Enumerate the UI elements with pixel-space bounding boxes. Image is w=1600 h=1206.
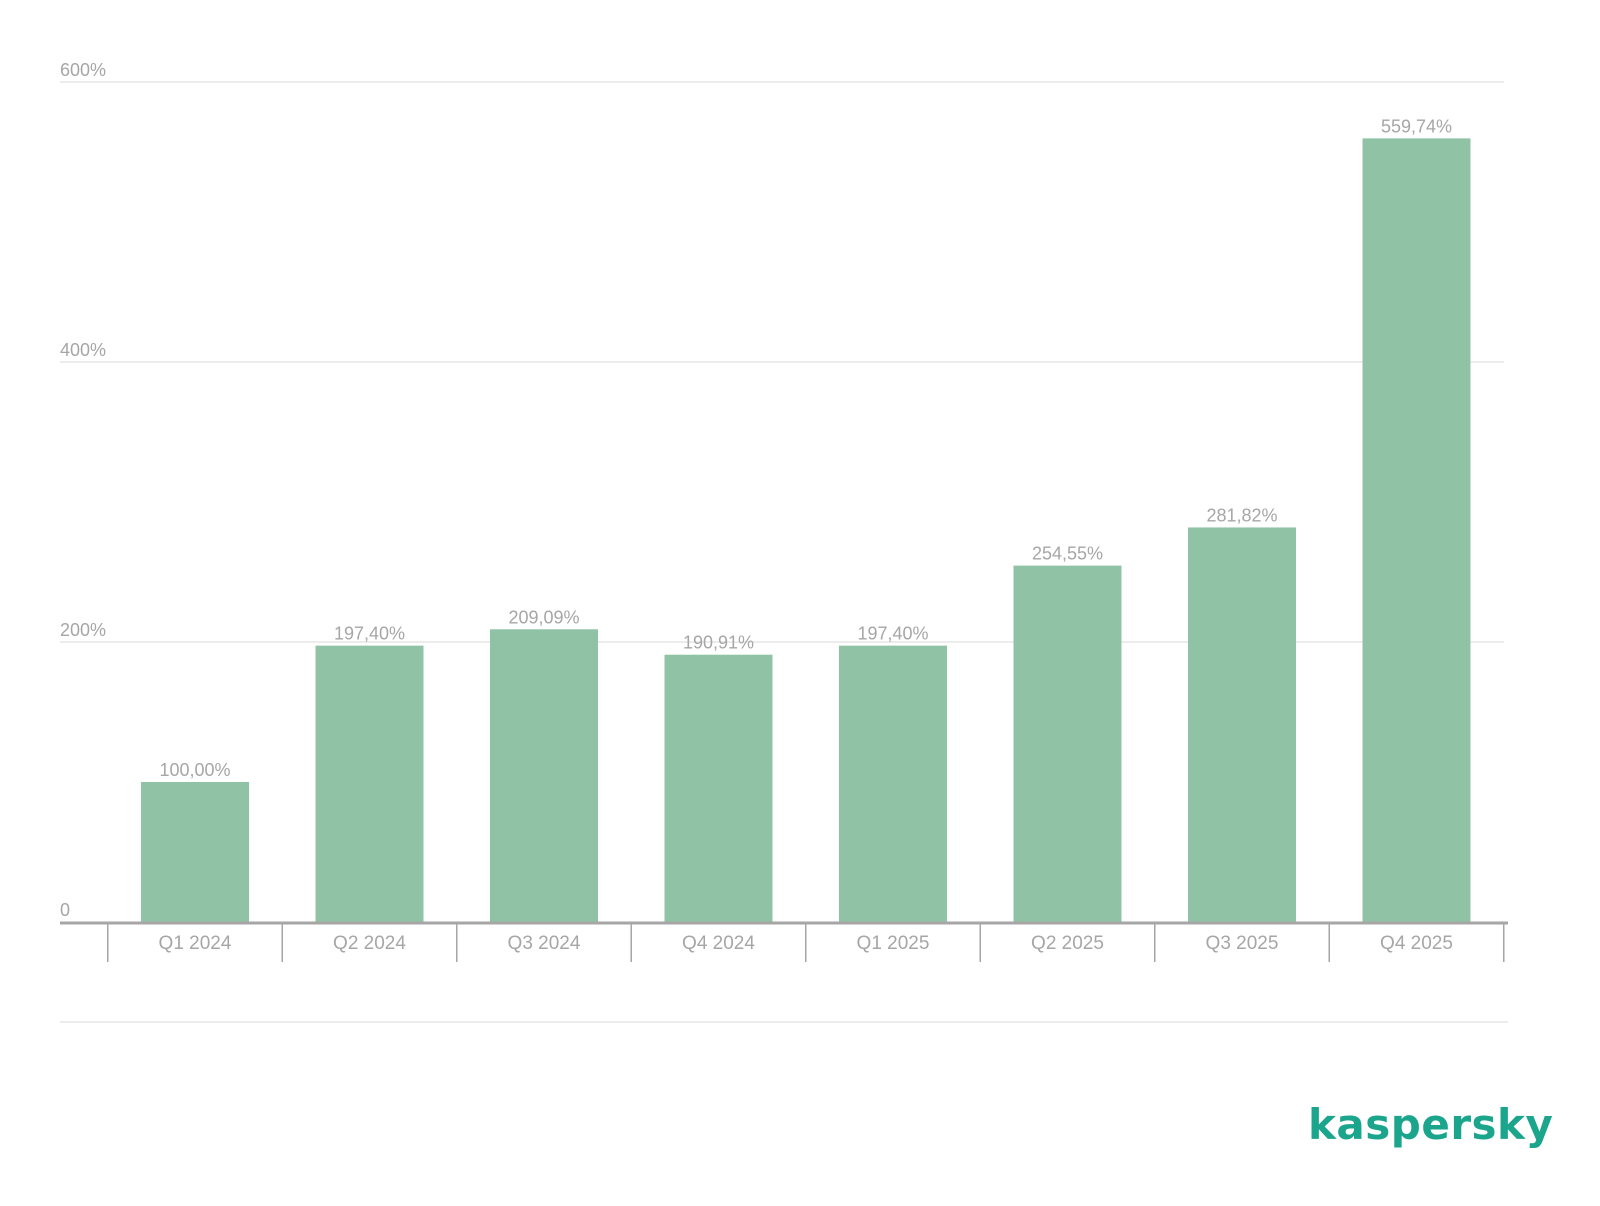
bar bbox=[315, 645, 424, 922]
bar bbox=[1188, 527, 1296, 922]
bar bbox=[141, 782, 249, 922]
data-label: 209,09% bbox=[508, 607, 579, 627]
x-axis-tick-labels: Q1 2024 Q2 2024 Q3 2024 Q4 2024 Q1 2025 Q2 20… bbox=[159, 933, 1453, 954]
x-tick-label: Q1 2024 bbox=[159, 933, 232, 954]
x-tick-label: Q3 2025 bbox=[1206, 933, 1279, 954]
data-label: 197,40% bbox=[334, 624, 405, 644]
y-tick-label: 0 bbox=[60, 900, 70, 920]
data-label: 197,40% bbox=[857, 624, 928, 644]
y-axis-tick-labels: 0 200% 400% 600% bbox=[60, 60, 106, 920]
y-tick-label: 600% bbox=[60, 60, 106, 80]
bar bbox=[839, 645, 947, 922]
x-tick-label: Q4 2024 bbox=[682, 933, 755, 954]
data-label: 281,82% bbox=[1206, 505, 1277, 525]
data-label: 100,00% bbox=[159, 760, 230, 780]
bar bbox=[490, 629, 598, 922]
y-tick-label: 400% bbox=[60, 340, 106, 360]
data-label: 190,91% bbox=[683, 633, 754, 653]
data-label: 559,74% bbox=[1381, 116, 1452, 136]
bar bbox=[1013, 565, 1122, 922]
x-tick-label: Q1 2025 bbox=[857, 933, 930, 954]
bar bbox=[1362, 138, 1471, 922]
data-label: 254,55% bbox=[1032, 544, 1103, 564]
x-tick-label: Q2 2025 bbox=[1031, 933, 1104, 954]
x-tick-label: Q4 2025 bbox=[1380, 933, 1453, 954]
bars bbox=[141, 138, 1471, 922]
x-tick-label: Q2 2024 bbox=[333, 933, 406, 954]
x-axis bbox=[60, 921, 1508, 1023]
kaspersky-logo: kaspersky bbox=[1308, 1100, 1554, 1149]
bar bbox=[664, 654, 773, 922]
y-tick-label: 200% bbox=[60, 620, 106, 640]
data-labels: 100,00% 197,40% 209,09% 190,91% 197,40% 254,5… bbox=[159, 116, 1452, 780]
x-tick-label: Q3 2024 bbox=[508, 933, 581, 954]
